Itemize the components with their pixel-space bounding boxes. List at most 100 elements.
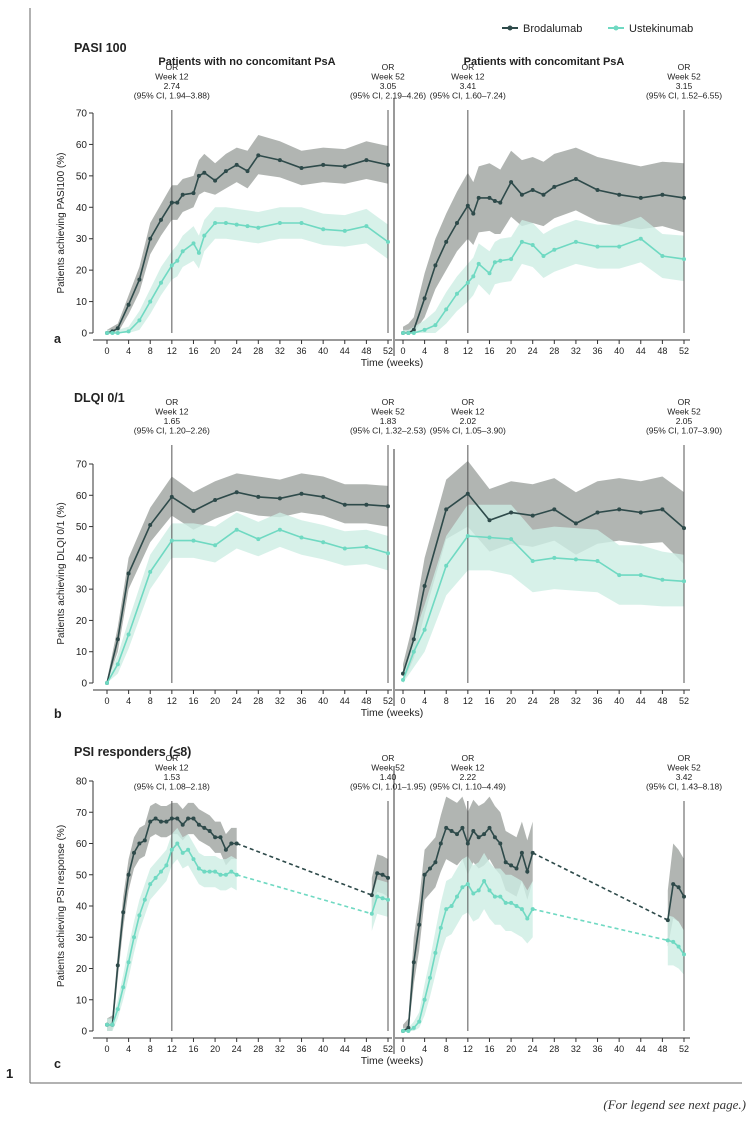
panel-a-ytick-label: 10 [76,297,88,308]
panel-c-letter: c [54,1057,61,1071]
panel-c-psa-brodalumab-point [438,841,443,846]
panel-c-psa-brodalumab-point [471,829,476,833]
panel-a-psa-ustekinumab-point [471,274,476,279]
panel-a-xtick-label: 52 [383,346,393,356]
panel-b-no-psa-ustekinumab-point [191,538,196,543]
panel-b-xtick-label: 52 [383,696,393,706]
panel-c-xtick-label: 44 [636,1044,646,1054]
panel-a-no-psa-brodalumab-point [245,169,250,174]
panel-a-no-psa-or-week12-text-2: 2.74 [164,81,181,91]
panel-c-psa-brodalumab-point [476,835,481,840]
panel-c-psa-ustekinumab-point [525,916,530,921]
panel-a-xtick-label: 24 [232,346,242,356]
panel-c-no-psa-brodalumab-point [148,819,153,824]
panel-b-letter: b [54,707,62,721]
panel-c-psa-brodalumab-point [449,829,454,833]
panel-c-no-psa-ustekinumab-point [229,869,234,874]
panel-c-xtick-label: 44 [340,1044,350,1054]
panel-b-xtick-label: 4 [126,696,131,706]
panel-b-no-psa-ustekinumab-point [126,632,131,637]
panel-b-no-psa-or-week52-text-2: 1.83 [380,416,397,426]
panel-a-psa-ustekinumab-point [509,257,514,262]
panel-c-no-psa-ustekinumab-point [223,872,228,877]
panel-a-psa-brodalumab-point [552,184,557,189]
panel-a-psa-brodalumab-point [433,263,438,268]
panel-c-no-psa-ustekinumab-point [180,850,185,855]
panel-c-psa-brodalumab-point [422,872,427,877]
panel-b-no-psa-ustekinumab-point [115,662,120,667]
panel-a-xtick-label: 24 [528,346,538,356]
panel-a-no-psa-brodalumab-point [234,162,239,167]
panel-a-ytick-label: 0 [81,329,87,340]
panel-a-xtick-label: 16 [484,346,494,356]
panel-c-xtick-label: 4 [126,1044,131,1054]
panel-a-no-psa-brodalumab-point [299,166,304,170]
panel-c-psa-ustekinumab-point [471,891,476,896]
panel-c-no-psa-brodalumab-dashed-line [236,842,373,896]
panel-b-psa-brodalumab-point [487,518,492,523]
panel-a-no-psa-brodalumab-point [175,200,180,205]
panel-c-title: PSI responders (≤8) [74,745,191,759]
panel-b-ytick-label: 40 [76,553,88,564]
panel-b-xtick-label: 28 [253,696,263,706]
panel-c-psa-ustekinumab-late-point [676,944,681,949]
panel-c-no-psa-ustekinumab-ci-band-late [371,879,388,931]
panel-c-psa-ustekinumab-point [417,1019,422,1024]
panel-c-xtick-label: 52 [679,1044,689,1054]
panel-a-xtick-label: 36 [593,346,603,356]
panel-c-no-psa-ustekinumab-point [175,841,180,846]
panel-b-psa-brodalumab-point [509,510,514,515]
panel-b-xtick-label: 12 [167,696,177,706]
panel-a-no-psa-ustekinumab-point [196,250,201,255]
legend-brodalumab-label: Brodalumab [523,23,582,35]
panel-c-no-psa-brodalumab-point [186,816,191,821]
panel-c-psa-or-week52-text-2: 3.42 [676,772,693,782]
panel-a-xtick-label: 20 [506,346,516,356]
panel-c-psa-or-week12-text-2: 2.22 [460,772,477,782]
panel-c-ytick-label: 20 [76,964,88,975]
panel-c-no-psa-ustekinumab-late-point [386,897,390,902]
panel-b-xtick-label: 44 [340,696,350,706]
panel-c-xtick-label: 52 [383,1044,393,1054]
panel-c-no-psa-brodalumab-late-point [386,875,390,880]
panel-a-psa-ustekinumab-ci-band [403,216,684,333]
panel-c-no-psa-ustekinumab-late-point [380,896,385,901]
panel-c-psa-or-week52-text-1: Week 52 [667,763,701,773]
panel-b-psa-ustekinumab-point [401,677,405,682]
panel-c-xtick-label: 36 [593,1044,603,1054]
panel-c-psa-ustekinumab-point [509,900,514,905]
panel-c-psa-ustekinumab-point [411,1025,416,1030]
panel-b-no-psa-or-week12-text-2: 1.65 [164,416,181,426]
panel-c-psa-brodalumab-ci-band [403,796,533,1031]
panel-b-xtick-label: 48 [657,696,667,706]
panel-c-xtick-label: 12 [167,1044,177,1054]
panel-a-psa-brodalumab-point [487,195,492,200]
panel-a-psa-ustekinumab-point [476,261,481,266]
panel-a-psa-ustekinumab-point [455,291,459,296]
panel-b-xtick-label: 24 [232,696,242,706]
panel-b-no-psa-ustekinumab-point [105,681,109,685]
panel-a-no-psa-or-week52-text-0: OR [382,62,395,72]
panel-c-no-psa-ustekinumab-point [218,872,223,877]
panel-b-no-psa-brodalumab-point [169,494,174,499]
panel-c-psa-ustekinumab-point [460,885,465,890]
panel-c-xtick-label: 40 [318,1044,328,1054]
panel-c-xtick-label: 28 [549,1044,559,1054]
panel-c-xtick-label: 0 [400,1044,405,1054]
panel-c-no-psa-brodalumab-late-point [369,893,374,898]
panel-a-no-psa-brodalumab-point [277,158,282,163]
panel-a-psa-brodalumab-point [476,195,481,200]
panel-c-no-psa-brodalumab-point [229,841,234,846]
panel-a-psa-ustekinumab-point [465,280,470,285]
panel-a-ytick-label: 50 [76,171,88,182]
panel-b-no-psa-ustekinumab-point [364,544,369,549]
panel-b-psa-or-week12-text-3: (95% CI, 1.05–3.90) [430,426,506,436]
panel-a-xtick-label: 40 [318,346,328,356]
panel-a-ylabel: Patients achieving PASI100 (%) [56,152,67,293]
panel-b-xtick-label: 40 [614,696,624,706]
panel-b-xtick-label: 36 [593,696,603,706]
panel-c-ytick-label: 70 [76,808,88,819]
panel-b-xtick-label: 0 [400,696,405,706]
panel-b-no-psa-ustekinumab-point [277,527,282,532]
panel-b-xlabel: Time (weeks) [361,707,424,719]
